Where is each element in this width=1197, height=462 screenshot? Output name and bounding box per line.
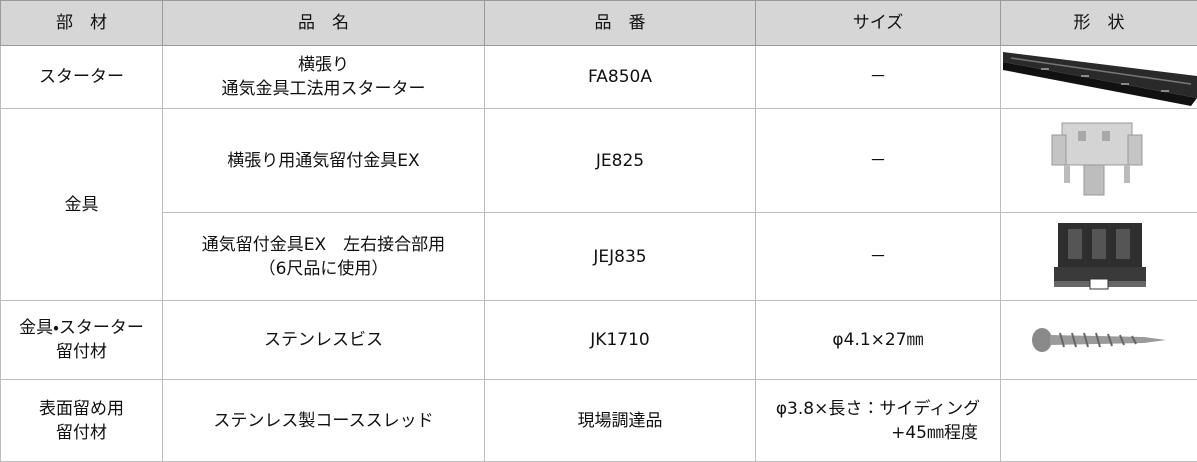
cell-text: JK1710 — [485, 328, 755, 352]
cell: 金具・スターター留付材 — [1, 301, 163, 380]
cell: 通気留付金具EX 左右接合部用（6尺品に使用） — [163, 213, 485, 301]
cell: － — [756, 213, 1001, 301]
image-cell — [1001, 380, 1197, 462]
cell: FA850A — [485, 46, 756, 109]
header-row: 部 材 品 名 品 番 サイズ 形 状 — [1, 1, 1197, 46]
cell: φ3.8×長さ：サイディング+45㎜程度 — [756, 380, 1001, 462]
cell-text: 表面留め用 — [1, 397, 162, 421]
image-cell — [1001, 46, 1197, 109]
bracket-image — [1044, 113, 1154, 209]
cell: － — [756, 109, 1001, 213]
row: 表面留め用留付材 ステンレス製コーススレッド 現場調達品 φ3.8×長さ：サイデ… — [1, 380, 1197, 462]
cell-text: 現場調達品 — [485, 409, 755, 433]
cell-text: スターター — [1, 65, 162, 89]
row: スターター 横張り通気金具工法用スターター FA850A － — [1, 46, 1197, 109]
screw-image — [1024, 320, 1174, 360]
image-cell — [1001, 109, 1197, 213]
header-cell: 部 材 — [1, 1, 163, 46]
row: 通気留付金具EX 左右接合部用（6尺品に使用） JEJ835 － — [1, 213, 1197, 301]
row: 金具・スターター留付材 ステンレスビス JK1710 φ4.1×27㎜ — [1, 301, 1197, 380]
cell: φ4.1×27㎜ — [756, 301, 1001, 380]
cell-text: － — [756, 149, 1000, 173]
cell-text: 通気留付金具EX 左右接合部用 — [163, 233, 484, 257]
cell-text: 横張り — [163, 53, 484, 77]
cell-text: JE825 — [485, 149, 755, 173]
cell: ステンレス製コーススレッド — [163, 380, 485, 462]
cell-text: 横張り用通気留付金具EX — [163, 149, 484, 173]
cell-text: φ3.8×長さ：サイディング — [756, 397, 1000, 421]
starter-image — [1001, 46, 1197, 108]
cell-text: JEJ835 — [485, 245, 755, 269]
cell-text: － — [756, 65, 1000, 89]
cell: 現場調達品 — [485, 380, 756, 462]
cell: JK1710 — [485, 301, 756, 380]
cell-text: （6尺品に使用） — [163, 257, 484, 281]
cell: スターター — [1, 46, 163, 109]
header-cell: 形 状 — [1001, 1, 1197, 46]
cell: JEJ835 — [485, 213, 756, 301]
cell: JE825 — [485, 109, 756, 213]
cell: 表面留め用留付材 — [1, 380, 163, 462]
cell-text: FA850A — [485, 65, 755, 89]
cell-text: +45㎜程度 — [756, 421, 1000, 445]
cell-text: φ4.1×27㎜ — [756, 328, 1000, 352]
image-cell — [1001, 213, 1197, 301]
cell-text: － — [756, 245, 1000, 269]
cell-text: 留付材 — [1, 421, 162, 445]
header-cell: 品 名 — [163, 1, 485, 46]
cell-text: 金具・スターター — [1, 316, 162, 340]
cell: 金具 — [1, 109, 163, 301]
cell-text: 金具 — [1, 193, 162, 217]
cell-text: ステンレス製コーススレッド — [163, 409, 484, 433]
header-cell: 品 番 — [485, 1, 756, 46]
cell: 横張り用通気留付金具EX — [163, 109, 485, 213]
cell: 横張り通気金具工法用スターター — [163, 46, 485, 109]
cell: － — [756, 46, 1001, 109]
image-cell — [1001, 301, 1197, 380]
row: 金具 横張り用通気留付金具EX JE825 － — [1, 109, 1197, 213]
joint-bracket-image — [1044, 217, 1154, 297]
cell-text: 通気金具工法用スターター — [163, 77, 484, 101]
header-cell: サイズ — [756, 1, 1001, 46]
cell: ステンレスビス — [163, 301, 485, 380]
cell-text: ステンレスビス — [163, 328, 484, 352]
cell-text: 留付材 — [1, 340, 162, 364]
